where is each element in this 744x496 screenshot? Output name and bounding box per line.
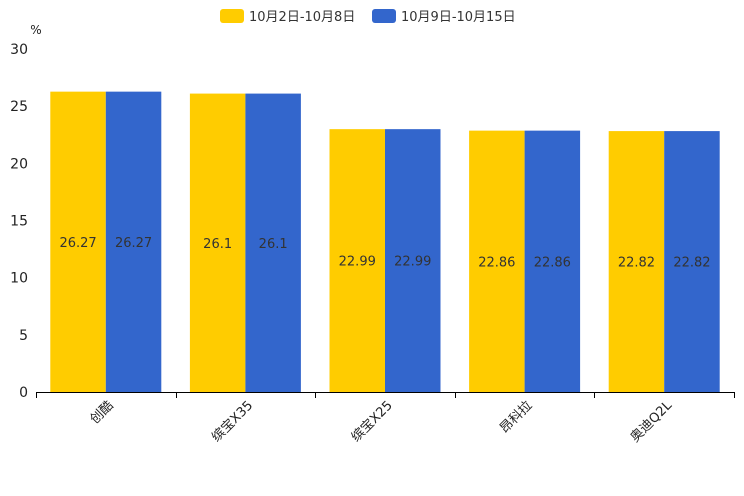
x-tick-label: 奥迪Q2L bbox=[628, 398, 676, 446]
bar-value-label: 26.1 bbox=[259, 237, 288, 252]
x-axis: 创酷 缤宝X35 缤宝X25 昂科拉 奥迪Q2L bbox=[36, 392, 735, 445]
bar-value-label: 22.86 bbox=[478, 255, 515, 270]
y-tick-label: 5 bbox=[19, 328, 28, 344]
bar-value-label: 22.99 bbox=[394, 255, 431, 270]
y-axis: 0 5 10 15 20 25 30 bbox=[10, 42, 28, 401]
bar-series-1 bbox=[329, 129, 385, 393]
y-tick-label: 10 bbox=[10, 271, 28, 287]
legend-label-1: 10月2日-10月8日 bbox=[249, 10, 355, 25]
x-tick-label: 缤宝X35 bbox=[209, 398, 257, 446]
bar-series-1 bbox=[189, 93, 246, 392]
bars: 26.27 26.27 26.1 26.1 22.99 22.99 22.86 22.86 22… bbox=[50, 91, 720, 393]
bar-value-label: 26.1 bbox=[203, 237, 232, 252]
bar-series-2 bbox=[105, 91, 162, 392]
legend-label-2: 10月9日-10月15日 bbox=[401, 10, 516, 25]
bar-series-1 bbox=[469, 130, 525, 392]
y-tick-label: 0 bbox=[19, 385, 28, 401]
bar-series-2 bbox=[664, 131, 720, 392]
bar-value-label: 26.27 bbox=[115, 236, 152, 251]
x-tick-label: 创酷 bbox=[88, 398, 117, 427]
bar-value-label: 22.82 bbox=[673, 256, 710, 271]
legend-swatch-2 bbox=[372, 9, 396, 23]
legend: 10月2日-10月8日 10月9日-10月15日 bbox=[220, 9, 516, 25]
bar-value-label: 26.27 bbox=[59, 236, 96, 251]
bar-value-label: 22.86 bbox=[534, 255, 571, 270]
y-tick-label: 20 bbox=[10, 156, 28, 172]
bar-value-label: 22.99 bbox=[339, 255, 376, 270]
legend-swatch-1 bbox=[220, 9, 244, 23]
bar-series-2 bbox=[524, 130, 581, 392]
bar-series-2 bbox=[385, 129, 441, 393]
y-tick-label: 25 bbox=[10, 99, 28, 115]
bar-series-1 bbox=[50, 91, 106, 392]
y-axis-unit-label: % bbox=[30, 23, 41, 37]
x-tick-label: 昂科拉 bbox=[497, 398, 535, 436]
y-tick-label: 15 bbox=[10, 214, 28, 230]
y-tick-label: 30 bbox=[10, 42, 28, 58]
x-tick-label: 缤宝X25 bbox=[348, 398, 396, 446]
bar-series-1 bbox=[608, 131, 665, 392]
bar-series-2 bbox=[245, 93, 301, 392]
bar-value-label: 22.82 bbox=[618, 256, 655, 271]
